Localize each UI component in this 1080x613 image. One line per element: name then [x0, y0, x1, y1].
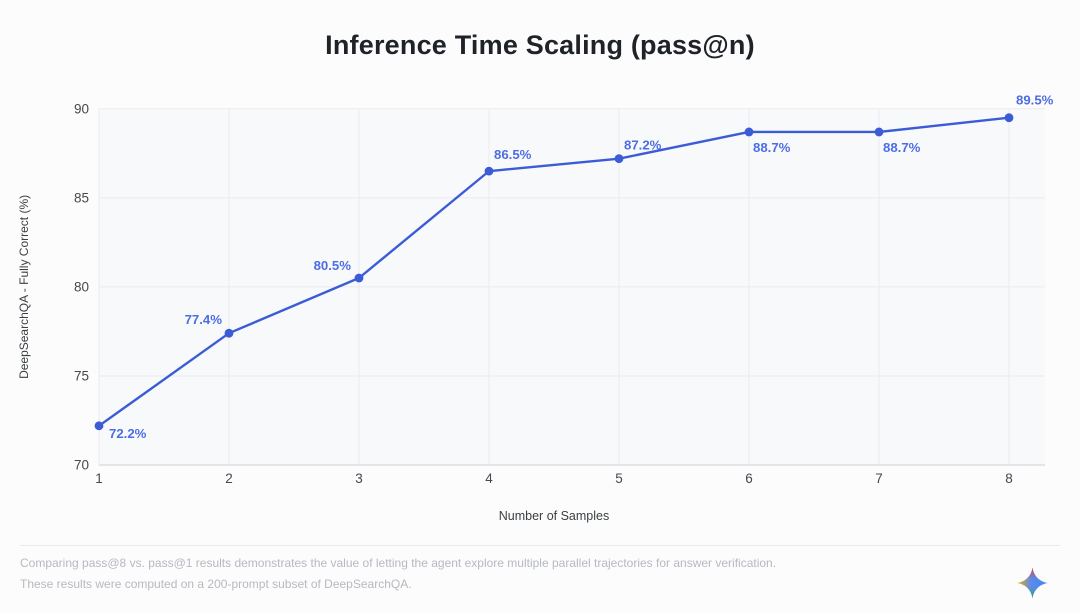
x-tick-label: 8	[1005, 471, 1013, 486]
data-point-label: 72.2%	[109, 426, 147, 441]
gemini-sparkle-icon	[1017, 567, 1048, 599]
data-point	[354, 273, 364, 283]
caption-line-2: These results were computed on a 200-pro…	[20, 577, 412, 591]
x-tick-label: 7	[875, 471, 883, 486]
y-tick-label: 70	[74, 458, 89, 473]
data-point-label: 88.7%	[883, 140, 921, 155]
data-point	[744, 127, 754, 137]
x-tick-label: 5	[615, 471, 623, 486]
x-axis-title: Number of Samples	[499, 509, 609, 523]
caption-divider	[20, 545, 1060, 546]
y-axis-title: DeepSearchQA - Fully Correct (%)	[17, 195, 31, 379]
data-point-label: 89.5%	[1016, 93, 1054, 108]
data-point	[224, 328, 234, 338]
y-tick-label: 85	[74, 190, 89, 205]
chart-caption: Comparing pass@8 vs. pass@1 results demo…	[20, 553, 980, 595]
data-point-label: 87.2%	[624, 138, 662, 153]
data-point	[614, 154, 624, 164]
caption-line-1: Comparing pass@8 vs. pass@1 results demo…	[20, 556, 777, 570]
data-point	[1004, 113, 1014, 123]
y-tick-label: 75	[74, 368, 89, 383]
data-point	[484, 166, 494, 176]
y-tick-label: 90	[74, 101, 89, 116]
data-point-label: 88.7%	[753, 140, 791, 155]
x-tick-label: 2	[225, 471, 233, 486]
chart-title: Inference Time Scaling (pass@n)	[325, 30, 755, 60]
x-tick-label: 6	[745, 471, 753, 486]
data-point	[94, 421, 104, 431]
series-line	[97, 116, 1011, 428]
data-point-label: 77.4%	[185, 312, 223, 327]
data-point-label: 86.5%	[494, 147, 532, 162]
x-tick-label: 3	[355, 471, 363, 486]
x-tick-label: 1	[95, 471, 103, 486]
data-point	[874, 127, 884, 137]
y-tick-label: 80	[74, 279, 89, 294]
x-tick-label: 4	[485, 471, 493, 486]
data-point-label: 80.5%	[314, 258, 352, 273]
